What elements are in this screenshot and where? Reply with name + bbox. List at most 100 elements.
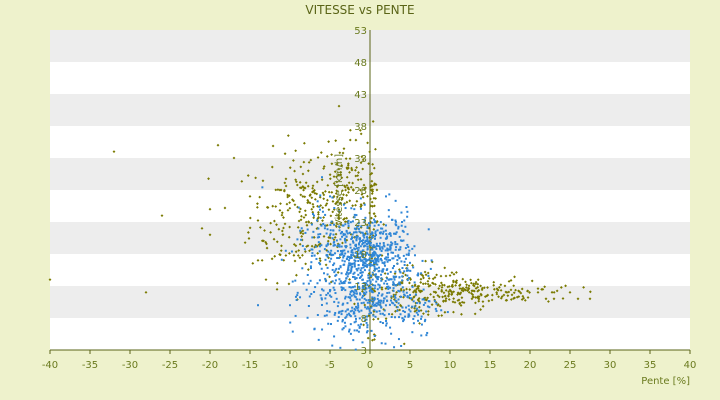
data-point — [322, 222, 325, 225]
data-point — [359, 258, 362, 261]
data-point — [311, 236, 314, 239]
data-point — [372, 166, 376, 170]
data-point — [248, 195, 252, 198]
data-point — [311, 248, 314, 251]
data-point — [379, 247, 382, 250]
data-point — [399, 248, 402, 251]
data-point — [274, 188, 278, 192]
data-point — [417, 319, 420, 322]
data-point — [357, 306, 360, 309]
data-point — [310, 190, 314, 194]
data-point — [390, 332, 393, 335]
data-point — [284, 184, 288, 188]
data-point — [378, 310, 381, 313]
data-point — [347, 222, 350, 225]
data-point — [332, 194, 336, 198]
data-point — [360, 253, 363, 256]
data-point — [341, 250, 344, 253]
data-point — [299, 207, 302, 211]
data-point — [482, 286, 486, 290]
data-point — [394, 296, 397, 299]
data-point — [343, 220, 347, 224]
data-point — [310, 292, 313, 295]
data-point — [342, 327, 345, 330]
data-point — [356, 307, 359, 310]
data-point — [387, 278, 390, 281]
data-point — [465, 283, 468, 287]
data-point — [348, 231, 351, 234]
data-point — [509, 288, 513, 292]
data-point — [372, 261, 375, 264]
data-point — [457, 298, 461, 302]
data-point — [487, 299, 491, 303]
data-point — [426, 331, 429, 334]
data-point — [331, 196, 334, 199]
data-point — [371, 190, 375, 193]
data-point — [330, 257, 333, 260]
data-point — [360, 225, 363, 228]
data-point — [329, 232, 332, 235]
data-point — [327, 322, 330, 325]
data-point — [348, 328, 351, 331]
data-point — [335, 221, 339, 225]
data-point — [375, 302, 378, 305]
y-tick-label: 43 — [354, 90, 367, 101]
data-point — [408, 288, 412, 291]
data-point — [313, 290, 316, 293]
data-point — [492, 280, 496, 284]
data-point — [349, 257, 352, 260]
data-point — [302, 141, 306, 145]
data-point — [398, 290, 401, 293]
data-point — [350, 256, 353, 259]
data-point — [298, 242, 302, 246]
data-point — [442, 291, 446, 295]
data-point — [458, 283, 462, 287]
data-point — [351, 262, 354, 265]
data-point — [334, 269, 337, 272]
data-point — [383, 262, 386, 265]
data-point — [283, 222, 287, 226]
data-point — [391, 267, 394, 270]
data-point — [347, 255, 350, 258]
data-point — [588, 290, 592, 294]
data-point — [318, 236, 321, 239]
data-point — [315, 257, 318, 260]
data-point — [323, 224, 326, 227]
data-point — [282, 258, 286, 262]
data-point — [371, 204, 374, 208]
data-point — [328, 275, 331, 279]
data-point — [405, 253, 408, 256]
data-point — [300, 238, 303, 241]
data-point — [422, 276, 425, 280]
data-point — [385, 258, 388, 261]
data-point — [343, 185, 347, 189]
data-point — [362, 288, 365, 291]
data-point — [333, 243, 336, 246]
data-point — [376, 254, 379, 257]
data-point — [283, 181, 287, 185]
data-point — [346, 162, 350, 166]
data-point — [331, 237, 334, 240]
data-point — [387, 209, 390, 212]
data-point — [356, 298, 359, 301]
data-point — [555, 289, 559, 293]
data-point — [387, 248, 390, 251]
data-point — [366, 301, 369, 304]
data-point — [351, 306, 354, 309]
data-point — [343, 260, 346, 263]
data-point — [291, 159, 295, 162]
data-point — [363, 219, 366, 222]
data-point — [355, 292, 358, 295]
data-point — [519, 291, 523, 295]
data-point — [336, 250, 339, 253]
data-point — [366, 141, 369, 145]
data-point — [337, 267, 340, 270]
data-point — [294, 149, 298, 153]
data-point — [402, 239, 405, 242]
data-point — [454, 271, 458, 274]
y-tick-label: 13 — [354, 282, 367, 293]
data-point — [474, 301, 477, 305]
data-point — [474, 282, 478, 286]
data-point — [367, 258, 370, 261]
data-point — [365, 236, 368, 239]
